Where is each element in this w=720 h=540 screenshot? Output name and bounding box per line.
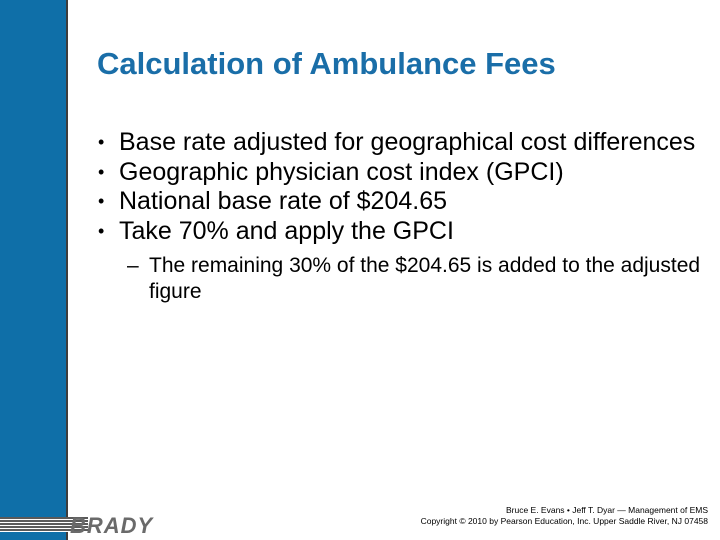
copyright-line: Copyright © 2010 by Pearson Education, I… bbox=[420, 516, 708, 526]
bullet-text: Base rate adjusted for geographical cost… bbox=[119, 128, 696, 156]
slide-title: Calculation of Ambulance Fees bbox=[97, 46, 556, 81]
logo-stripes bbox=[0, 517, 88, 532]
sub-bullet-symbol: – bbox=[127, 254, 139, 277]
bullet-list: • Base rate adjusted for geographical co… bbox=[98, 128, 708, 305]
bullet-symbol: • bbox=[98, 132, 105, 152]
footer-credits: Bruce E. Evans • Jeff T. Dyar — Manageme… bbox=[421, 505, 708, 527]
bullet-text: Take 70% and apply the GPCI bbox=[119, 216, 454, 245]
bullet-text: Geographic physician cost index (GPCI) bbox=[119, 157, 564, 186]
bullet-item: • Geographic physician cost index (GPCI) bbox=[98, 158, 708, 188]
sidebar-divider bbox=[66, 0, 68, 540]
slide-sidebar-bar bbox=[0, 0, 66, 540]
sub-bullet-item: – The remaining 30% of the $204.65 is ad… bbox=[98, 253, 708, 305]
bullet-symbol: • bbox=[98, 191, 105, 211]
bullet-item: • Take 70% and apply the GPCI bbox=[98, 217, 708, 247]
bullet-item: • Base rate adjusted for geographical co… bbox=[98, 128, 708, 158]
author-line: Bruce E. Evans • Jeff T. Dyar — Manageme… bbox=[505, 505, 708, 515]
sub-bullet-text: The remaining 30% of the $204.65 is adde… bbox=[149, 254, 701, 303]
brady-logo: BRADY bbox=[0, 512, 170, 538]
bullet-symbol: • bbox=[98, 220, 105, 241]
bullet-text: National base rate of $204.65 bbox=[119, 187, 448, 215]
bullet-item: • National base rate of $204.65 bbox=[98, 187, 708, 217]
bullet-symbol: • bbox=[98, 161, 105, 182]
brand-wordmark: BRADY bbox=[70, 513, 154, 538]
